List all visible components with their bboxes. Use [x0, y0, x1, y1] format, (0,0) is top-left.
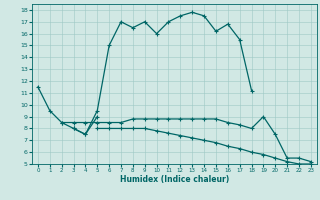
- X-axis label: Humidex (Indice chaleur): Humidex (Indice chaleur): [120, 175, 229, 184]
